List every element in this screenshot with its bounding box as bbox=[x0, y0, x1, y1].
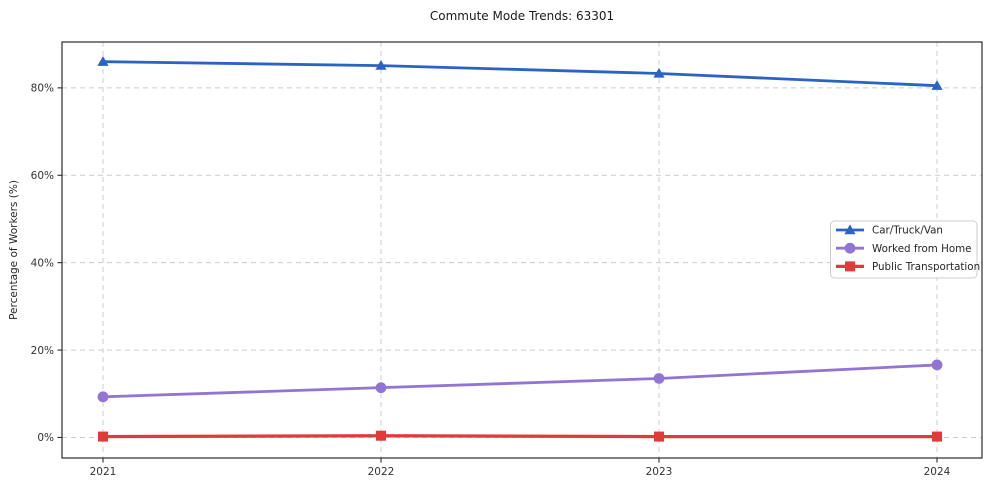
data-point-marker bbox=[932, 431, 942, 442]
data-point-marker bbox=[375, 59, 387, 70]
data-point-marker bbox=[98, 431, 108, 442]
y-tick-label: 60% bbox=[31, 170, 54, 182]
data-point-marker bbox=[653, 373, 665, 384]
legend: Car/Truck/Van Worked from Home Public Tran… bbox=[830, 220, 980, 279]
legend-label: Worked from Home bbox=[872, 243, 972, 255]
y-axis-label: Percentage of Workers (%) bbox=[8, 180, 20, 320]
chart-layer: 0% 20% 40% 60% 80% 2021 2022 2023 2024 Car/Truck/… bbox=[31, 41, 983, 478]
legend-marker-square bbox=[845, 261, 855, 272]
series-worked-from-home bbox=[97, 359, 943, 403]
x-tick-label: 2021 bbox=[90, 466, 117, 478]
data-point-marker bbox=[97, 56, 109, 66]
series-line bbox=[101, 363, 939, 399]
legend-marker-triangle bbox=[844, 224, 856, 235]
data-point-marker bbox=[654, 431, 664, 442]
y-tick-label: 0% bbox=[37, 432, 54, 444]
chart-title: Commute Mode Trends: 63301 bbox=[430, 9, 614, 23]
legend-box bbox=[830, 220, 978, 279]
data-point-marker bbox=[653, 67, 665, 78]
series-public-transportation bbox=[98, 430, 942, 442]
series-line bbox=[101, 60, 939, 88]
x-axis: 2021 2022 2023 2024 bbox=[90, 458, 951, 478]
legend-label: Car/Truck/Van bbox=[872, 225, 943, 237]
series-car-truck-van bbox=[97, 56, 943, 90]
y-tick-label: 80% bbox=[31, 83, 54, 95]
data-point-marker bbox=[97, 391, 109, 403]
legend-marker-circle bbox=[844, 242, 856, 254]
plot-frame bbox=[61, 41, 983, 459]
data-point-marker bbox=[376, 430, 386, 441]
data-point-marker bbox=[375, 382, 387, 394]
x-tick-label: 2023 bbox=[646, 466, 673, 478]
y-tick-label: 20% bbox=[31, 345, 54, 357]
data-point-marker bbox=[931, 80, 943, 90]
data-point-marker bbox=[931, 359, 943, 371]
x-tick-label: 2024 bbox=[924, 466, 951, 478]
legend-label: Public Transportation bbox=[872, 261, 980, 273]
y-axis: 0% 20% 40% 60% 80% bbox=[31, 83, 62, 444]
y-tick-label: 40% bbox=[31, 257, 54, 269]
series-line bbox=[101, 434, 939, 439]
x-tick-label: 2022 bbox=[368, 466, 395, 478]
